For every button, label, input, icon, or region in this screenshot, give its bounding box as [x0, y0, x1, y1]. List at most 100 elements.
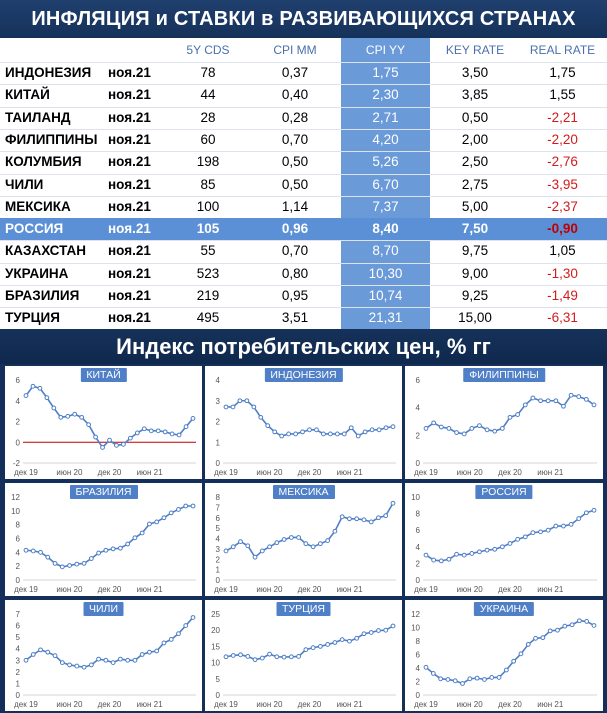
- chart-panel: 0 1 2 3 4 5 6 7 8 дек 19 июн 20 дек 20 июн 21 МЕКСИКА: [205, 483, 402, 596]
- cell-key-rate: 2,50: [461, 154, 489, 170]
- x-tick-label: июн 21: [137, 585, 164, 594]
- data-point: [568, 521, 574, 527]
- data-point: [545, 527, 551, 533]
- data-point: [376, 628, 381, 633]
- x-tick-label: дек 19: [414, 700, 438, 709]
- y-tick-label: 2: [216, 418, 221, 427]
- data-point: [314, 427, 319, 433]
- series-line: [25, 505, 193, 568]
- data-point: [245, 654, 251, 659]
- x-tick-label: дек 19: [214, 700, 238, 709]
- cell-country: БРАЗИЛИЯ: [5, 288, 80, 303]
- y-tick-label: 2: [16, 418, 21, 427]
- y-tick-label: 20: [211, 626, 220, 635]
- data-point: [307, 427, 312, 433]
- data-point: [540, 635, 546, 641]
- y-tick-label: 3: [16, 656, 21, 665]
- data-point: [121, 441, 126, 447]
- row-divider: [0, 262, 607, 264]
- data-point: [467, 676, 473, 682]
- data-point: [30, 652, 36, 657]
- chart-panel: 0 2 4 6 8 10 12 дек 19 июн 20 дек 20 июн 21 УКРАИНА: [405, 600, 603, 711]
- cell-real-rate: -1,49: [547, 288, 578, 303]
- data-point: [155, 428, 161, 434]
- cell-cds: 219: [196, 288, 220, 303]
- y-tick-label: 25: [211, 610, 220, 619]
- data-point: [161, 515, 167, 521]
- data-point: [293, 431, 298, 437]
- data-point: [125, 541, 131, 547]
- data-point: [348, 425, 354, 431]
- data-point: [245, 543, 251, 549]
- cell-cpi-yy: 8,40: [372, 221, 399, 237]
- data-point: [492, 428, 498, 434]
- data-point: [361, 631, 367, 637]
- data-point: [568, 392, 574, 398]
- data-point: [431, 420, 437, 426]
- x-tick-label: дек 20: [498, 468, 522, 477]
- data-point: [190, 615, 196, 620]
- header-key-rate: KEY RATE: [445, 43, 505, 57]
- data-point: [423, 426, 429, 431]
- data-point: [44, 395, 50, 401]
- page-title: ИНФЛЯЦИЯ и СТАВКИ в РАЗВИВАЮЩИХСЯ СТРАНА…: [0, 0, 607, 38]
- data-point: [107, 437, 112, 443]
- data-point: [368, 630, 374, 635]
- y-tick-label: 2: [216, 555, 221, 564]
- cell-country: ЧИЛИ: [5, 176, 44, 192]
- cell-cpi-yy: 10,74: [368, 288, 403, 303]
- cell-cds: 198: [196, 154, 220, 170]
- y-tick-label: 0: [16, 576, 21, 585]
- data-point: [454, 430, 459, 435]
- y-tick-label: 12: [411, 610, 420, 619]
- y-tick-label: 8: [16, 521, 21, 530]
- data-point: [132, 535, 138, 541]
- data-point: [354, 635, 360, 641]
- data-point: [354, 516, 360, 522]
- chart-title: РОССИЯ: [475, 485, 533, 499]
- x-tick-label: дек 20: [98, 585, 122, 594]
- cell-real-rate: -2,20: [547, 131, 578, 147]
- line-chart: 0 5 10 15 20 25 дек 19 июн 20 дек 20 июн 21: [211, 610, 396, 709]
- data-point: [288, 535, 294, 540]
- series-line: [225, 625, 394, 661]
- data-point: [286, 431, 292, 437]
- data-point: [125, 657, 131, 663]
- chart-title: КИТАЙ: [80, 368, 127, 382]
- cell-date: ноя.21: [108, 310, 151, 326]
- cell-cpi-mm: 0,50: [281, 154, 309, 170]
- data-point: [423, 664, 429, 670]
- table-row: ИНДОНЕЗИЯ ноя.21 78 0,37 1,75 3,50 1,75: [0, 62, 607, 84]
- header-5y-cds: 5Y CDS: [186, 43, 230, 57]
- data-point: [530, 395, 536, 401]
- y-tick-label: 2: [416, 431, 421, 440]
- data-point: [139, 530, 145, 536]
- y-tick-label: 0: [416, 459, 421, 468]
- data-point: [110, 660, 116, 665]
- cell-key-rate: 7,50: [461, 221, 489, 237]
- data-point: [168, 510, 174, 516]
- y-tick-label: 10: [11, 507, 20, 516]
- cell-cpi-mm: 0,70: [281, 131, 309, 147]
- data-point: [281, 654, 287, 660]
- y-tick-label: 15: [211, 642, 220, 651]
- data-point: [303, 647, 309, 653]
- header-cpi-mm: CPI MM: [273, 43, 317, 57]
- data-point: [576, 394, 582, 400]
- data-point: [45, 554, 51, 560]
- data-point: [332, 528, 338, 534]
- y-tick-label: 4: [16, 548, 21, 557]
- cell-real-rate: 1,75: [549, 65, 576, 80]
- x-tick-label: июн 21: [537, 468, 564, 477]
- data-point: [81, 561, 87, 566]
- data-point: [438, 424, 444, 430]
- data-point: [223, 654, 229, 660]
- data-point: [477, 549, 482, 555]
- data-point: [183, 424, 189, 430]
- data-point: [492, 546, 498, 552]
- data-point: [361, 517, 367, 523]
- x-tick-label: июн 20: [56, 585, 83, 594]
- data-point: [93, 434, 98, 440]
- y-tick-label: 0: [216, 691, 221, 700]
- data-point: [237, 398, 243, 404]
